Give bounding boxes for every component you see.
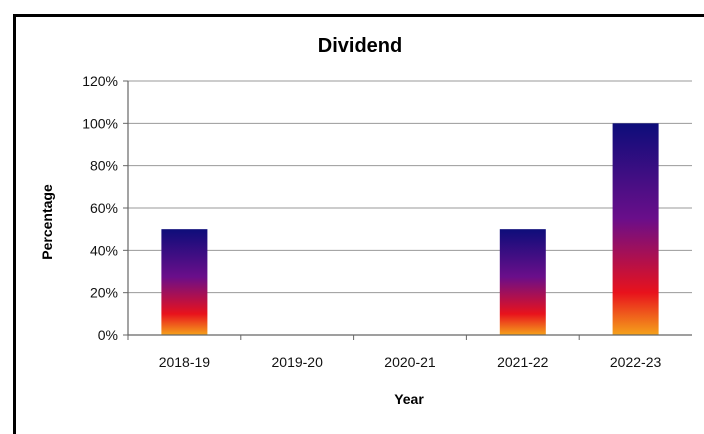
y-tick-label: 100%	[82, 115, 118, 131]
x-tick-label: 2018-19	[159, 354, 211, 370]
bars	[161, 123, 659, 335]
gridlines	[128, 80, 692, 294]
x-axis-title: Year	[394, 391, 424, 407]
bar-2018-19	[161, 229, 208, 335]
y-tick-label: 80%	[90, 158, 118, 174]
chart-title: Dividend	[318, 35, 402, 57]
y-tick-labels: 0% 20% 40% 60% 80% 100% 120%	[82, 73, 128, 343]
y-tick-label: 0%	[98, 327, 118, 343]
y-axis-title: Percentage	[39, 184, 55, 260]
x-tick-label: 2021-22	[497, 354, 549, 370]
y-tick-label: 20%	[90, 285, 118, 301]
x-tick-label: 2020-21	[384, 354, 436, 370]
bar-2022-23	[612, 123, 659, 335]
bar-2021-22	[499, 229, 546, 335]
x-tick-label: 2019-20	[272, 354, 324, 370]
x-tick-labels: 2018-19 2019-20 2020-21 2021-22 2022-23	[127, 335, 662, 370]
y-tick-label: 120%	[82, 73, 118, 89]
y-tick-label: 60%	[90, 200, 118, 216]
x-tick-label: 2022-23	[610, 354, 662, 370]
y-tick-label: 40%	[90, 242, 118, 258]
